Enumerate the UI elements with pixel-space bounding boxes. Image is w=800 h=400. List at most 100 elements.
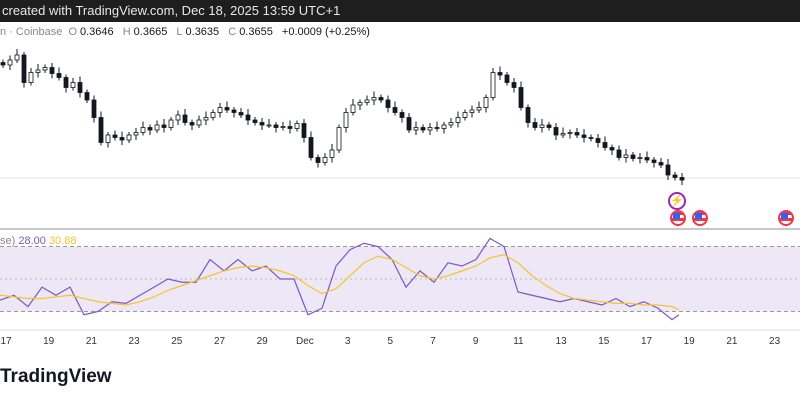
- candle: [420, 127, 426, 131]
- candle: [217, 107, 223, 113]
- candle: [588, 137, 594, 139]
- candle: [140, 127, 146, 133]
- candle: [133, 132, 139, 136]
- close-label: C: [228, 26, 237, 38]
- candle: [224, 107, 230, 111]
- candle: [392, 107, 398, 113]
- candle: [63, 77, 69, 88]
- candle: [609, 147, 615, 151]
- candle: [196, 119, 202, 126]
- rsi-label: se): [0, 235, 16, 247]
- candles: [0, 49, 685, 185]
- candle: [448, 122, 454, 126]
- high-value: 0.3665: [133, 26, 168, 38]
- candle: [350, 104, 356, 113]
- symbol-name[interactable]: n · Coinbase: [0, 26, 63, 38]
- candle: [56, 73, 62, 78]
- candle: [119, 137, 125, 141]
- candle: [581, 134, 587, 138]
- us-flag-event-icon[interactable]: [692, 210, 708, 226]
- candle: [42, 67, 48, 71]
- candle: [161, 124, 167, 128]
- candle: [273, 124, 279, 128]
- low-label: L: [176, 26, 183, 38]
- candle: [504, 74, 510, 83]
- time-axis-label: 27: [213, 336, 226, 347]
- rsi-ma-value: 30.88: [48, 235, 77, 247]
- candle: [574, 132, 580, 136]
- candle: [630, 154, 636, 159]
- candle: [462, 112, 468, 118]
- time-axis-label: 11: [513, 336, 524, 347]
- candle: [154, 124, 160, 131]
- rsi-line: [0, 237, 680, 321]
- candle: [7, 59, 13, 66]
- candle: [518, 87, 524, 108]
- candle: [385, 99, 391, 108]
- symbol-legend: n · Coinbase O 0.3646 H 0.3665 L 0.3635 C 0.…: [0, 26, 373, 38]
- candle: [245, 114, 251, 121]
- candle: [322, 157, 328, 163]
- time-axis-label: 23: [128, 336, 140, 347]
- candle: [399, 112, 405, 118]
- candle: [441, 124, 447, 129]
- watermark-bar: created with TradingView.com, Dec 18, 20…: [0, 0, 800, 22]
- time-axis-label: 7: [430, 336, 436, 347]
- us-flag-event-icon[interactable]: [670, 210, 686, 226]
- candle: [294, 123, 300, 129]
- candle: [28, 72, 34, 83]
- candle: [91, 99, 97, 118]
- candle: [497, 72, 503, 76]
- candle: [511, 82, 517, 88]
- candle: [0, 62, 6, 66]
- time-axis-label: 25: [171, 336, 183, 347]
- candle: [371, 97, 377, 101]
- candle: [21, 54, 27, 83]
- candle: [112, 134, 118, 138]
- candle: [203, 117, 209, 121]
- candle: [602, 142, 608, 148]
- candle: [553, 127, 559, 136]
- candle: [616, 149, 622, 158]
- candle: [231, 109, 237, 113]
- change-value: +0.0009 (+0.25%): [281, 26, 370, 38]
- time-axis-label: 19: [43, 336, 55, 347]
- candle: [560, 133, 566, 136]
- rsi-value: 28.00: [18, 235, 46, 247]
- candle: [651, 159, 657, 163]
- candle: [490, 72, 496, 98]
- candle: [658, 162, 664, 166]
- time-axis-label: 15: [598, 336, 610, 347]
- candle: [525, 107, 531, 123]
- candle: [35, 69, 41, 73]
- close-value: 0.3655: [239, 26, 273, 38]
- candle: [301, 123, 307, 138]
- candle: [126, 134, 132, 141]
- candle: [665, 164, 671, 176]
- candle: [567, 132, 573, 134]
- candle: [315, 157, 321, 163]
- candle: [259, 122, 265, 126]
- time-axis-label: 23: [769, 336, 781, 347]
- candle: [168, 119, 174, 128]
- time-axis-label: 9: [472, 336, 479, 347]
- candle: [364, 99, 370, 103]
- candle: [644, 157, 650, 161]
- candle: [427, 127, 433, 131]
- event-lightning-icon[interactable]: ⚡: [668, 192, 686, 210]
- candle: [483, 97, 489, 108]
- candle: [210, 112, 216, 118]
- candle: [182, 114, 188, 123]
- candle: [378, 97, 384, 101]
- time-axis-label: 19: [683, 336, 695, 347]
- candle: [434, 127, 440, 129]
- us-flag-event-icon[interactable]: [778, 210, 794, 226]
- candle: [357, 102, 363, 106]
- candle: [175, 114, 181, 121]
- candle: [329, 149, 335, 158]
- candle: [539, 124, 545, 128]
- candle: [49, 67, 55, 74]
- candle: [308, 137, 314, 158]
- candle: [469, 109, 475, 113]
